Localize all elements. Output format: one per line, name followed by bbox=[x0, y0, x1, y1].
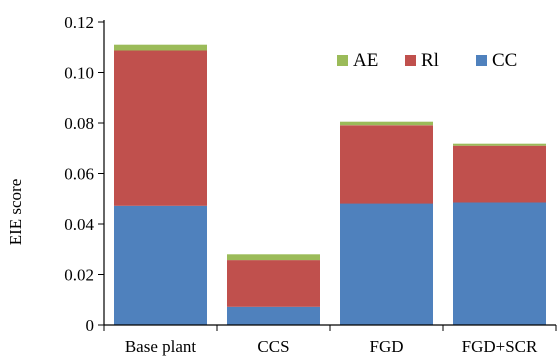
plot-area bbox=[114, 44, 546, 325]
legend: AE Rl CC bbox=[337, 50, 517, 71]
y-tick-label: 0.10 bbox=[64, 64, 94, 83]
bar-segment-cc bbox=[453, 202, 546, 325]
bar-segment-cc bbox=[227, 306, 320, 325]
bar-segment-ri bbox=[114, 50, 207, 206]
y-tick-label: 0.06 bbox=[64, 165, 94, 184]
bar-segment-ri bbox=[340, 125, 433, 204]
y-tick-label: 0.08 bbox=[64, 114, 94, 133]
x-tick-label: CCS bbox=[257, 337, 289, 356]
x-axis: Base plant CCS FGD FGD+SCR bbox=[103, 324, 557, 356]
y-tick-label: 0.04 bbox=[64, 215, 94, 234]
y-tick-label: 0 bbox=[86, 316, 95, 335]
legend-label-ri: Rl bbox=[421, 50, 439, 71]
y-axis-title: EIE score bbox=[6, 179, 25, 246]
y-tick-label: 0.12 bbox=[64, 13, 94, 32]
bar-segment-ae bbox=[227, 254, 320, 261]
x-tick-label: FGD bbox=[369, 337, 403, 356]
bar-segment-cc bbox=[114, 205, 207, 325]
legend-label-ae: AE bbox=[353, 50, 378, 71]
legend-swatch-ae bbox=[337, 55, 348, 66]
legend-swatch-cc bbox=[476, 55, 487, 66]
x-tick-label: Base plant bbox=[125, 337, 197, 356]
legend-swatch-ri bbox=[405, 55, 416, 66]
bar-segment-ae bbox=[114, 44, 207, 51]
bar-segment-ae bbox=[453, 143, 546, 146]
bar-segment-ae bbox=[340, 121, 433, 126]
y-axis: 0 0.02 0.04 0.06 0.08 0.10 0.12 bbox=[64, 13, 105, 335]
x-tick-label: FGD+SCR bbox=[462, 337, 538, 356]
y-tick-label: 0.02 bbox=[64, 266, 94, 285]
bar-segment-ri bbox=[453, 145, 546, 203]
bar-segment-cc bbox=[340, 203, 433, 325]
legend-label-cc: CC bbox=[492, 50, 517, 71]
bar-segment-ri bbox=[227, 260, 320, 307]
